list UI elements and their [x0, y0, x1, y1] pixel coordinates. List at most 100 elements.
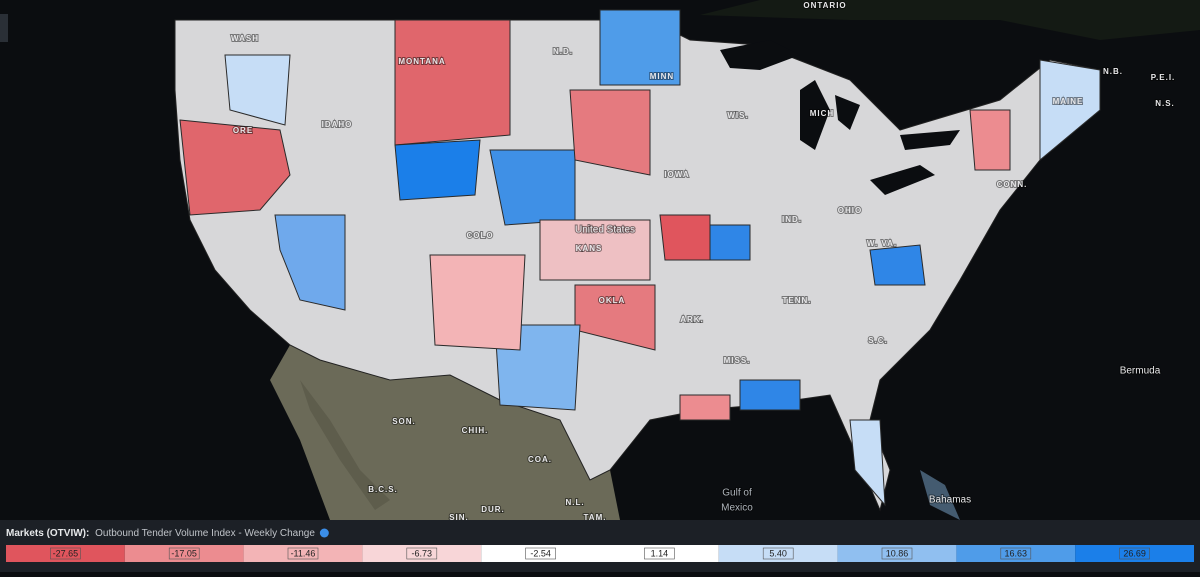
region: [709, 224, 751, 261]
legend-heading: Markets (OTVIW): Outbound Tender Volume …: [6, 528, 315, 539]
region: [274, 214, 346, 311]
legend-label-box: [644, 547, 675, 560]
region: [429, 254, 526, 351]
legend-label: -2.54: [530, 548, 551, 558]
legend-swatch: [243, 545, 363, 562]
map-label: P.E.I.: [1151, 73, 1176, 82]
legend-swatch: [956, 545, 1076, 562]
map-label: W. VA.: [867, 239, 897, 248]
legend-subtitle: Outbound Tender Volume Index - Weekly Ch…: [95, 528, 315, 539]
region: [969, 109, 1011, 171]
map-label: MONTANA: [398, 57, 445, 66]
region: [569, 89, 651, 176]
side-toggle[interactable]: [0, 14, 8, 42]
map-label: N.D.: [553, 47, 573, 56]
map-label: MAINE: [1053, 97, 1084, 106]
legend-label-box: [287, 547, 319, 560]
legend-label-box: [1119, 547, 1150, 560]
map-label: TAM.: [584, 513, 607, 522]
legend-label-box: [168, 547, 200, 560]
map-label: IND.: [782, 215, 802, 224]
map-label: Gulf of: [722, 488, 752, 499]
legend-swatch: [1075, 545, 1194, 562]
legend-title: Markets (OTVIW):: [6, 528, 89, 539]
map-label: B.C.S.: [368, 485, 398, 494]
map-label: N.L.: [565, 498, 584, 507]
region: [849, 419, 886, 507]
legend-label: -27.65: [53, 548, 79, 558]
region: [869, 244, 926, 286]
region: [739, 379, 801, 411]
legend-swatch: [600, 545, 719, 562]
region: [179, 119, 291, 216]
legend-swatch: [481, 545, 600, 562]
map-label: MISS.: [724, 356, 751, 365]
legend-label: 10.86: [886, 548, 909, 558]
map-label: Mexico: [721, 503, 753, 514]
map-label: TENN.: [783, 296, 812, 305]
legend-label-box: [525, 547, 556, 560]
legend-bar: -27.65 -17.05 -11.46 -6.73 -2.54 1.14 5.40 10.8…: [6, 545, 1194, 562]
great-lakes: [720, 40, 960, 195]
region: [539, 219, 651, 281]
map-label: IDAHO: [322, 120, 353, 129]
map-label: Bahamas: [929, 495, 971, 506]
baja: [300, 380, 390, 510]
map-label: SON.: [392, 417, 416, 426]
map-label: S.C.: [868, 336, 888, 345]
map-label: N.S.: [1155, 99, 1175, 108]
map-label: MICH: [810, 109, 834, 118]
map-labels: ONTARIO N.D. WASH MONTANA IDAHO ORE MINN…: [230, 0, 1176, 523]
info-icon[interactable]: [319, 528, 329, 538]
region: [394, 19, 511, 146]
legend-swatch: [362, 545, 482, 562]
map-label: ARK.: [680, 315, 704, 324]
market-regions: [179, 9, 1101, 507]
legend-label-box: [881, 547, 913, 560]
map-label: MINN: [650, 72, 674, 81]
region: [394, 139, 481, 201]
legend-label: 5.40: [769, 548, 787, 558]
legend-label-box: [406, 547, 438, 560]
map-label: KANS: [576, 244, 603, 253]
canada-land: [700, 0, 1200, 40]
map-label: OHIO: [838, 206, 862, 215]
region: [599, 9, 681, 86]
legend-swatch: [718, 545, 838, 562]
legend-swatch: [837, 545, 957, 562]
map-label: WASH: [231, 34, 259, 43]
region: [1039, 59, 1101, 162]
map-label: United States: [575, 225, 635, 236]
map-label: DUR.: [481, 505, 505, 514]
legend-label: 16.63: [1005, 548, 1028, 558]
map-label: CONN.: [997, 180, 1028, 189]
legend-label: -11.46: [291, 548, 316, 558]
map-label: ONTARIO: [803, 1, 846, 10]
legend-swatch: [124, 545, 244, 562]
map-label: CHIH.: [462, 426, 489, 435]
map-label: WIS.: [727, 111, 748, 120]
map-label: IOWA: [664, 170, 689, 179]
map-label: N.B.: [1103, 67, 1123, 76]
region: [224, 54, 291, 126]
map-label: Bermuda: [1120, 366, 1161, 377]
legend-label-box: [1000, 547, 1032, 560]
region: [489, 149, 576, 226]
legend-label-box: [50, 547, 81, 560]
bahamas-shoals: [920, 470, 960, 520]
legend-label-box: [762, 547, 794, 560]
region: [679, 394, 731, 421]
legend-swatch: [6, 545, 125, 562]
legend-label: 1.14: [651, 548, 669, 558]
legend-label: -6.73: [412, 548, 433, 558]
legend-label: -17.05: [171, 548, 197, 558]
region: [659, 214, 711, 261]
map-label: SIN.: [449, 513, 469, 522]
map-label: ORE: [233, 126, 253, 135]
legend-label: 26.69: [1123, 548, 1146, 558]
map-label: OKLA: [599, 296, 626, 305]
map-label: COLO: [466, 231, 493, 240]
region: [574, 284, 656, 351]
